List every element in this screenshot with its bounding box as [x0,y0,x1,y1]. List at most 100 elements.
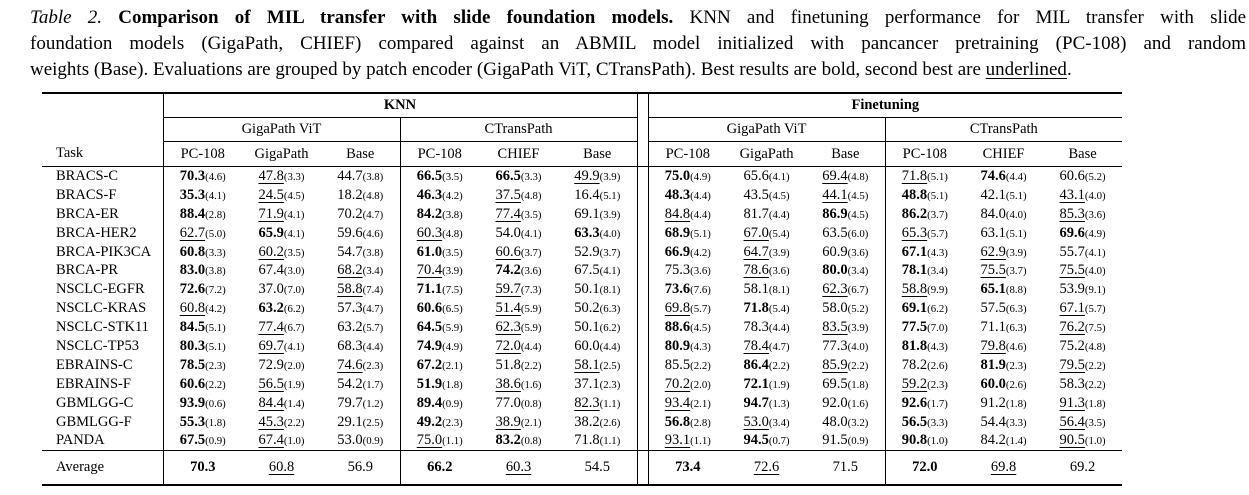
value: 67.0 [743,224,769,241]
column-header: CHIEF [982,145,1025,162]
group-divider [636,337,649,356]
result-cell: 66.5(3.5) [399,166,479,186]
result-cell: 93.9(0.6) [162,393,242,413]
value: 62.3 [822,281,848,298]
result-cell: 89.4(0.9) [399,393,479,413]
value: 89.4 [416,394,443,411]
std-dev: (3.7) [1005,265,1027,278]
caption-text-1: KNN and finetuning performance for MIL t… [689,7,1247,28]
value: 67.4 [258,262,284,279]
group-divider [636,412,649,432]
column-header: Base [1068,145,1097,162]
result-cell: 55.7(4.1) [1043,243,1122,262]
subgroup-knn-gigapath-vit: GigaPath ViT [162,117,400,142]
value: 60.6 [1059,167,1085,184]
std-dev: (1.8) [847,378,869,391]
std-dev: (5.0) [205,227,226,240]
std-dev: (1.4) [283,397,305,410]
result-cell: 70.3(4.6) [162,166,242,186]
std-dev: (2.3) [205,359,226,372]
std-dev: (0.6) [205,397,226,410]
result-cell: 88.4(2.8) [162,204,242,224]
std-dev: (1.8) [1084,397,1106,410]
std-dev: (3.6) [690,265,711,278]
value: 49.2 [416,413,443,430]
result-cell: 49.2(2.3) [399,412,479,432]
result-cell: 83.2(0.8) [479,431,558,450]
result-cell: 44.7(3.8) [321,167,400,186]
result-cell: 56.8(2.8) [648,413,727,432]
value: 56.5 [258,375,284,392]
value: 59.6 [337,224,363,241]
value: 92.6 [901,394,928,411]
std-dev: (1.1) [599,397,621,410]
group-divider [636,431,649,451]
result-cell: 84.2(3.8) [399,204,479,224]
std-dev: (4.8) [520,189,542,202]
result-cell: 81.9(2.3) [964,356,1043,375]
std-dev: (7.3) [520,284,542,297]
table-row: NSCLC-EGFR 72.6(7.2) 37.0(7.0) 58.8(7.4) 71.… [42,280,1122,300]
std-dev: (3.9) [768,246,790,259]
value: 81.7 [743,205,769,222]
result-cell: 75.0(1.1) [399,431,479,451]
value: 73.6 [664,281,691,298]
value: 54.5 [584,459,610,476]
value: 68.3 [337,337,363,354]
value: 56.9 [347,459,373,476]
result-cell: 37.1(2.3) [558,375,637,394]
average-cell: 54.5 [558,451,637,486]
subgroup-header-row: GigaPath ViT CTransPath GigaPath ViT CTr… [42,117,1123,142]
result-cell: 65.9(4.1) [242,224,321,243]
value: 65.6 [743,167,769,184]
std-dev: (2.6) [927,359,948,372]
result-cell: 94.5(0.7) [727,431,806,450]
table-row: BRACS-C 70.3(4.6) 47.8(3.3) 44.7(3.8) 66.5(3… [42,166,1122,186]
result-cell: 64.7(3.9) [727,243,806,262]
value: 77.4 [258,319,284,336]
value: 60.0 [980,375,1006,392]
result-cell: 83.5(3.9) [806,318,885,337]
result-cell: 37.0(7.0) [242,280,321,299]
result-cell: 81.7(4.4) [727,205,806,224]
result-cell: 47.8(3.3) [242,167,321,186]
std-dev: (0.9) [847,435,869,448]
result-cell: 59.2(2.3) [884,374,965,394]
std-dev: (1.2) [362,397,384,410]
result-cell: 60.3(4.8) [399,223,479,243]
result-cell: 38.2(2.6) [558,413,637,432]
result-cell: 77.4(3.5) [479,205,558,224]
value: 74.2 [495,262,521,279]
value: 85.5 [664,356,691,373]
task-cell: NSCLC-EGFR [56,281,145,298]
std-dev: (4.1) [768,170,790,183]
result-cell: 38.6(1.6) [479,375,558,394]
result-cell: 90.5(1.0) [1043,431,1122,450]
task-cell: NSCLC-KRAS [56,300,147,317]
result-cell: 83.0(3.8) [162,261,242,281]
value: 61.0 [416,243,443,260]
result-cell: 60.6(2.2) [162,374,242,394]
result-cell: 53.0(0.9) [321,431,400,450]
std-dev: (4.4) [768,208,790,221]
result-cell: 68.3(4.4) [321,337,400,356]
std-dev: (4.4) [599,340,621,353]
value: 55.3 [179,413,206,430]
average-cell: 60.8 [242,451,321,486]
result-cell: 78.3(4.4) [727,318,806,337]
value: 63.1 [980,224,1006,241]
std-dev: (2.3) [362,359,384,372]
std-dev: (6.0) [847,227,869,240]
value: 72.6 [179,281,206,298]
value: 83.2 [495,432,521,449]
std-dev: (0.9) [362,435,384,448]
value: 71.8 [574,432,600,449]
std-dev: (2.8) [690,416,711,429]
result-cell: 80.3(5.1) [162,337,242,356]
result-cell: 29.1(2.5) [321,413,400,432]
group-header-row: KNN Finetuning [42,93,1123,118]
value: 60.6 [416,300,443,317]
value: 60.9 [822,243,848,260]
result-cell: 69.8(5.7) [648,299,727,318]
value: 58.0 [822,300,848,317]
